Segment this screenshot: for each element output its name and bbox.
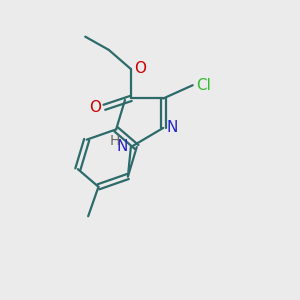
Text: Cl: Cl [196,78,211,93]
Text: H: H [109,134,120,148]
Text: O: O [89,100,101,115]
Text: N: N [167,120,178,135]
Text: N: N [116,139,128,154]
Text: O: O [134,61,146,76]
